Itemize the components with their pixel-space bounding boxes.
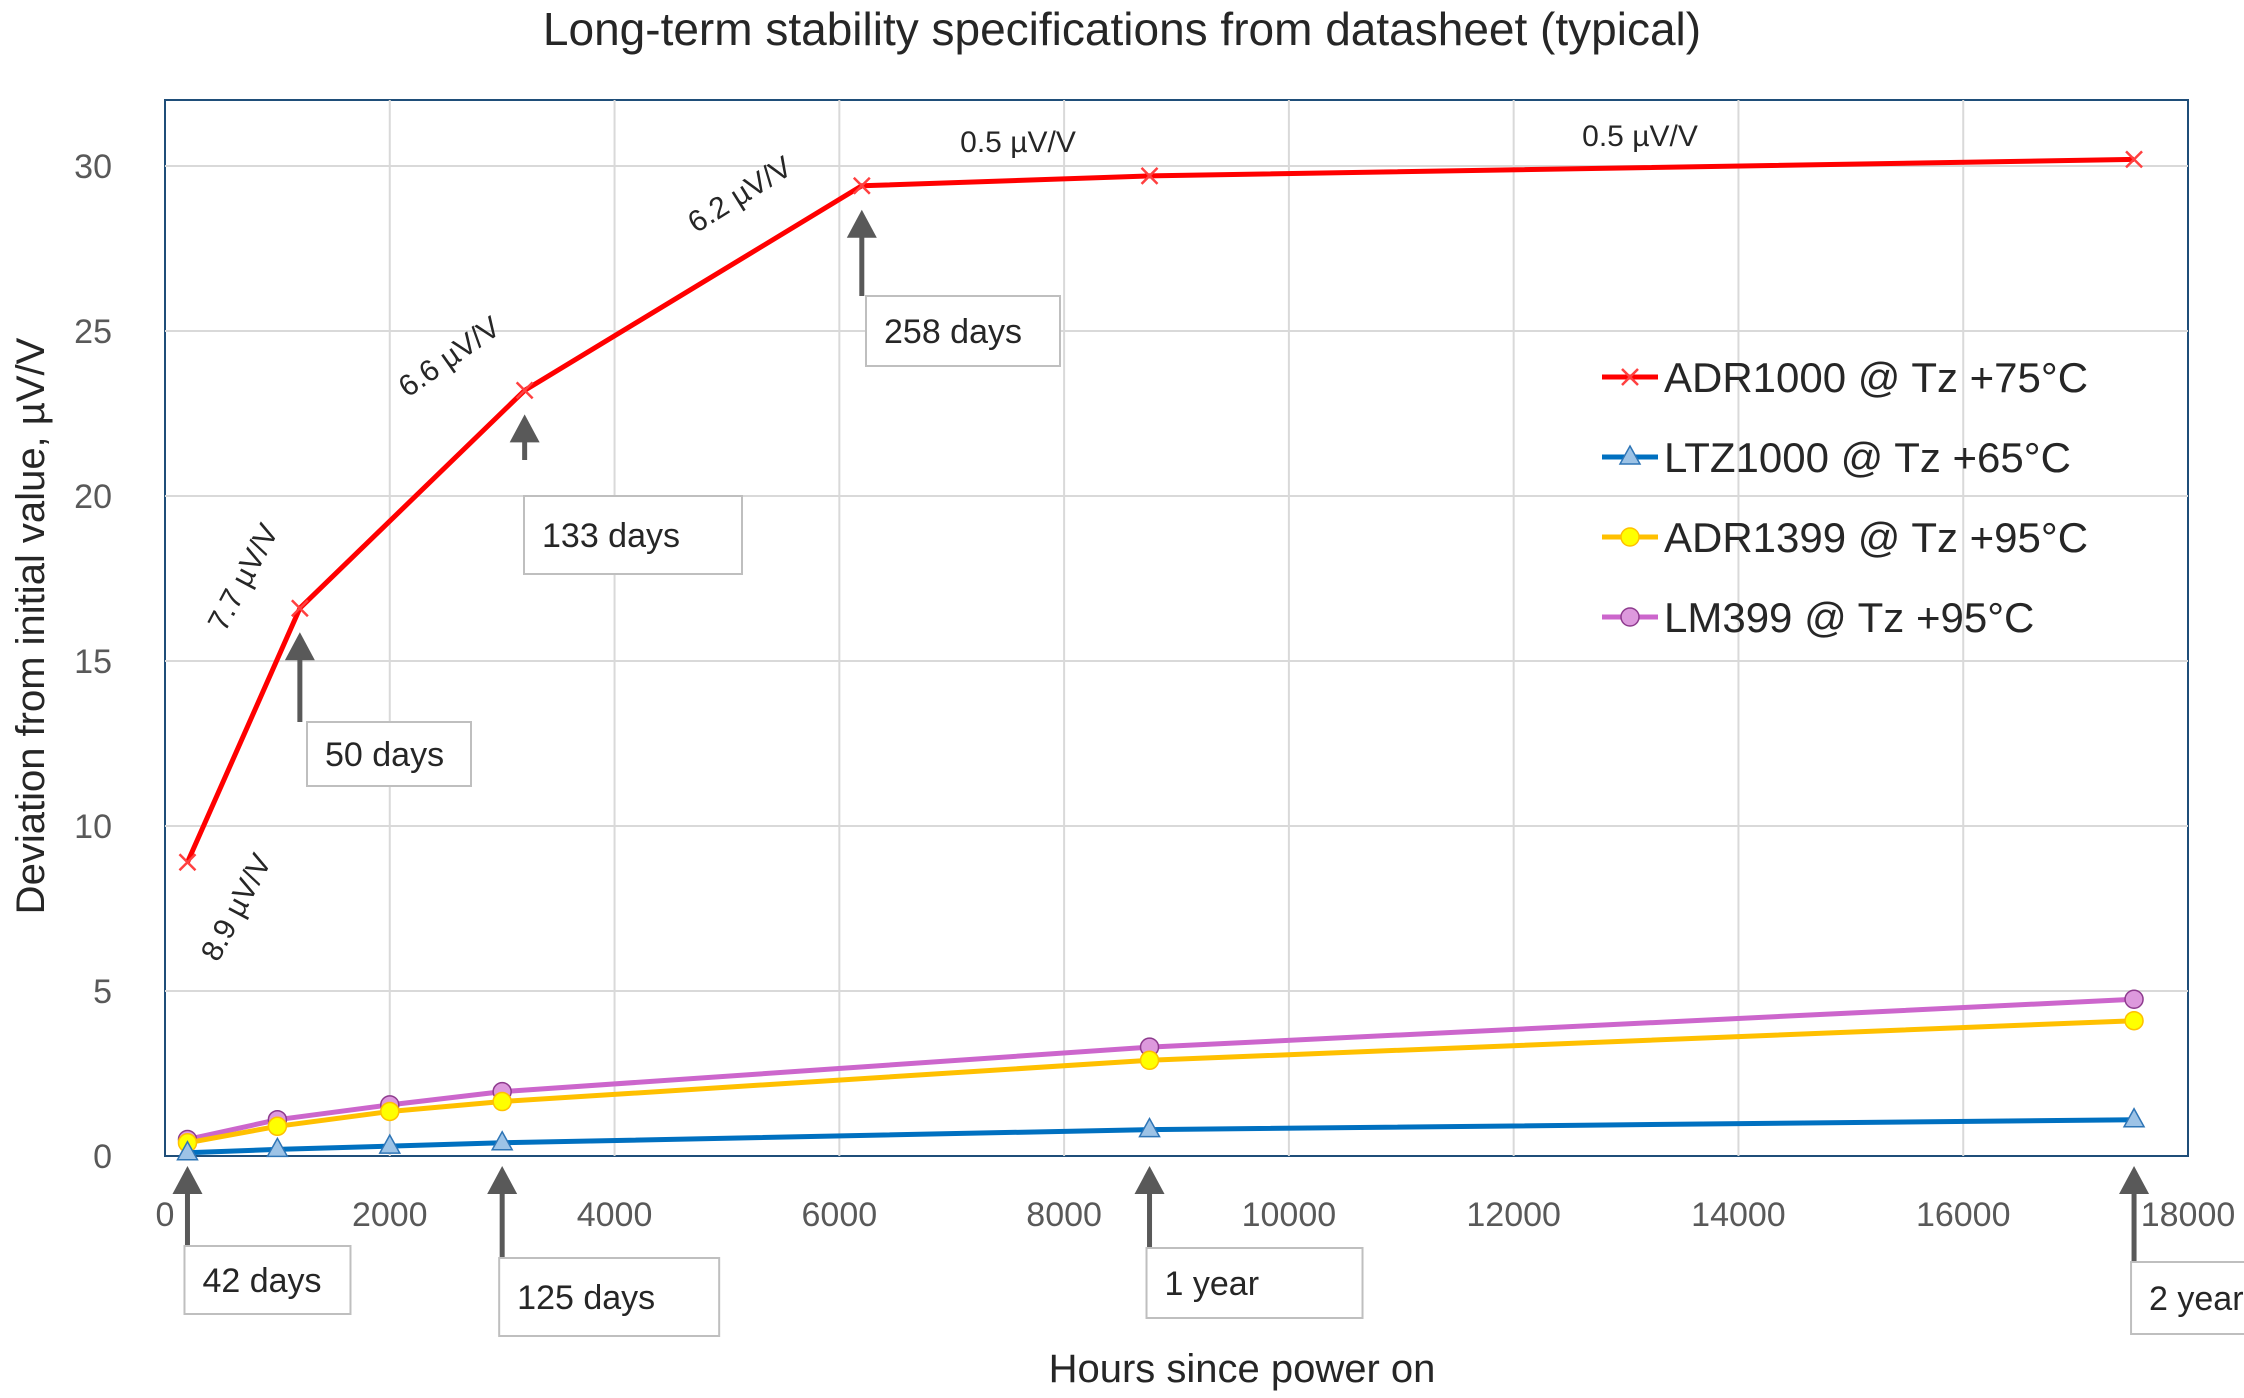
data-point <box>2124 1010 2144 1031</box>
legend-item-1: LTZ1000 @ Tz +65°C <box>1602 434 2071 481</box>
arrow-2-head <box>1134 1166 1165 1194</box>
annotation-4-text: 50 days <box>325 736 444 774</box>
data-point <box>492 1091 512 1112</box>
y-tick-label: 5 <box>93 973 112 1011</box>
arrow-3-head <box>2119 1166 2150 1194</box>
x-axis-label: Hours since power on <box>1049 1347 1436 1391</box>
data-point <box>380 1101 400 1122</box>
legend: ADR1000 @ Tz +75°C LTZ1000 @ Tz +65°C ADR1… <box>1602 354 2088 641</box>
annotation-1-box <box>498 1257 721 1337</box>
annotation-6-box <box>865 295 1061 367</box>
annotation-0-box <box>183 1245 352 1315</box>
legend-label: ADR1000 @ Tz +75°C <box>1664 354 2088 401</box>
grid <box>164 99 2189 1157</box>
legend-label: ADR1399 @ Tz +95°C <box>1664 514 2088 561</box>
y-tick-label: 15 <box>74 643 112 681</box>
annotation-3-box <box>2130 1261 2244 1335</box>
y-tick-label: 0 <box>93 1138 112 1176</box>
y-tick-label: 10 <box>74 808 112 846</box>
data-point <box>378 1133 402 1154</box>
data-point <box>176 1140 199 1161</box>
annotation-1-text: 125 days <box>517 1279 655 1317</box>
y-tick-label: 30 <box>74 148 112 186</box>
y-tick-label: 25 <box>74 313 112 351</box>
x-tick-label: 6000 <box>802 1196 878 1234</box>
data-point <box>852 176 871 195</box>
series-line <box>186 996 2135 1142</box>
x-tick-label: 16000 <box>1916 1196 2011 1234</box>
annotation-5-box <box>523 495 743 575</box>
data-point <box>1140 167 1159 185</box>
series-0 <box>178 150 2143 872</box>
chart-title: Long-term stability specifications from … <box>543 3 1701 55</box>
y-axis-label: Deviation from initial value, µV/V <box>9 337 53 914</box>
arrow-4-head <box>284 632 315 661</box>
x-tick-label: 0 <box>156 1196 175 1234</box>
axis-ticks: 0 2000 4000 6000 8000 10000 12000 14000 16000 180… <box>74 148 2235 1234</box>
annotation-2-text: 1 year <box>1165 1265 1260 1303</box>
data-point <box>1620 607 1640 627</box>
annotation-3-text: 2 years <box>2149 1280 2244 1318</box>
slope-label: 0.5 µV/V <box>1582 120 1698 153</box>
data-point <box>2124 989 2144 1009</box>
legend-label: LTZ1000 @ Tz +65°C <box>1664 434 2071 481</box>
data-point <box>2122 1107 2146 1128</box>
arrow-1-head <box>487 1166 518 1194</box>
legend-label: LM399 @ Tz +95°C <box>1664 594 2034 641</box>
data-point <box>1139 1050 1160 1071</box>
data-point <box>1618 444 1642 465</box>
annotation-5-text: 133 days <box>542 517 680 555</box>
data-point <box>1620 527 1640 547</box>
x-tick-label: 10000 <box>1242 1196 1337 1234</box>
data-point <box>290 599 309 618</box>
annotation-2-box <box>1145 1247 1364 1319</box>
annotation-0-text: 42 days <box>202 1262 321 1300</box>
data-point <box>267 1116 288 1137</box>
x-tick-label: 14000 <box>1691 1196 1786 1234</box>
x-tick-label: 4000 <box>577 1196 653 1234</box>
legend-item-0: ADR1000 @ Tz +75°C <box>1602 354 2088 401</box>
x-tick-label: 18000 <box>2141 1196 2236 1234</box>
series-line <box>187 1018 2135 1146</box>
plot-area <box>164 99 2189 1157</box>
data-point <box>490 1130 514 1151</box>
series-2 <box>177 1010 2144 1153</box>
x-tick-label: 2000 <box>352 1196 428 1234</box>
x-tick-label: 8000 <box>1026 1196 1102 1234</box>
arrow-5-head <box>509 414 540 443</box>
data-point <box>515 381 534 400</box>
data-point <box>1138 1117 1161 1138</box>
series-line <box>185 156 2135 864</box>
series <box>176 150 2146 1161</box>
data-point <box>178 853 197 872</box>
arrow-0-head <box>172 1166 203 1194</box>
series-1 <box>176 1107 2146 1161</box>
legend-item-3: LM399 @ Tz +95°C <box>1602 594 2034 641</box>
data-point <box>266 1136 289 1158</box>
slope-label: 0.5 µV/V <box>960 126 1076 159</box>
arrow-6-head <box>846 209 877 238</box>
series-line <box>187 1117 2135 1156</box>
annotation-4-box <box>306 721 472 787</box>
data-point <box>2125 150 2143 169</box>
y-tick-label: 20 <box>74 478 112 516</box>
data-point <box>1621 368 1639 386</box>
annotation-6-text: 258 days <box>884 313 1022 351</box>
legend-item-2: ADR1399 @ Tz +95°C <box>1602 514 2088 561</box>
x-tick-label: 12000 <box>1466 1196 1561 1234</box>
